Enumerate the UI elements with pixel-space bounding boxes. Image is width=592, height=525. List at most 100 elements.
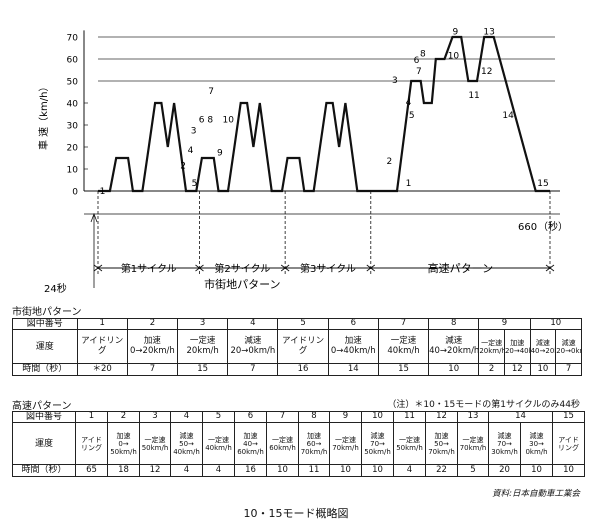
segment-label: 4 [406,98,412,108]
arrow-head [370,264,376,272]
highway-pattern-table: 図中番号 1 2 3 4 5 6 7 8 9 10 11 12 13 14 15 運度 アイド リング 加速 0→ 50… [12,410,586,477]
cycle-label-3: 第3サイクル [300,262,356,275]
cell-time: 16 [277,363,329,376]
cell-mode: 加速 0→40km/h [327,329,379,365]
cell-number: 3 [139,410,171,424]
arrow-head [97,264,103,272]
cell-number: 15 [552,410,586,424]
table-row-time: 時間（秒） ＊20 7 15 7 16 14 15 10 2 12 10 7 [12,363,582,376]
cell-mode: 減速 70→ 30km/h [488,422,521,466]
y-tick-label: 70 [67,34,79,44]
table-row-number: 図中番号 1 2 3 4 5 6 7 8 9 10 [12,317,583,331]
cell-time: 7 [126,363,179,376]
cell-time: 15 [377,363,430,376]
y-tick-label: 20 [67,144,79,154]
cell-mode: 一定速 20km/h [177,329,229,365]
cell-number: 6 [327,317,379,331]
cell-number: 8 [428,317,480,331]
cell-mode: アイドリング [552,422,586,466]
urban-pattern-table: 図中番号 1 2 3 4 5 6 7 8 9 10 運度 アイドリング 加速 0→20km/h 一定速 20k… [12,317,583,376]
segment-label: 9 [217,148,223,158]
cell-number: 12 [425,410,458,424]
arrow-head [284,264,290,272]
cell-mode: アイドリング [75,422,108,466]
cell-time: 10 [266,464,299,477]
segment-label: 15 [537,179,548,189]
cell-number: 3 [177,317,229,331]
segment-label: 6 [199,115,205,125]
row-header: 図中番号 [12,410,76,424]
cell-mode: 一定速 50km/h [139,422,171,466]
cell-mode: 一定速 60km/h [266,422,299,466]
segment-label: 14 [502,111,514,121]
speed-profile-line [98,35,550,193]
cell-time: 20 [488,464,521,477]
x-start-label: 24秒 [44,282,67,295]
table-row-mode: 運度 アイドリング 加速 0→20km/h 一定速 20km/h 減速 20→0km/h アイド… [12,329,582,365]
cell-time: 4 [170,464,203,477]
cell-mode: 一定速 40km/h [377,329,430,365]
cell-number: 9 [329,410,362,424]
segment-label: 12 [481,67,492,77]
cell-time: 7 [555,363,582,376]
segment-label: 7 [416,67,422,77]
cell-time: 14 [327,363,379,376]
arrow-head [549,264,555,272]
cell-time: 7 [227,363,279,376]
cell-number: 2 [126,317,179,331]
cell-mode: 加速 40→ 60km/h [234,422,267,466]
cell-number: 13 [457,410,489,424]
highway-pattern-label: 高速パターン [428,261,493,275]
row-header: 時間（秒） [12,464,76,477]
cell-time: 4 [202,464,235,477]
cell-time: 22 [425,464,458,477]
row-header: 運度 [12,422,76,466]
cell-mode: 減速 70→ 50km/h [361,422,394,466]
cell-mode: 加速 0→ 50km/h [107,422,140,466]
y-tick-label: 60 [67,56,79,66]
segment-label: 11 [468,91,479,101]
cell-mode: 一定速 50km/h [393,422,426,466]
cell-time: ＊20 [76,363,128,376]
cell-mode: アイドリング [277,329,329,365]
cell-mode: 加速 60→ 70km/h [298,422,330,466]
cell-time: 65 [75,464,108,477]
cycle-label-2: 第2サイクル [214,262,270,275]
cell-time: 10 [329,464,362,477]
cell-time: 15 [177,363,229,376]
cell-mode: 減速 50→ 40km/h [170,422,203,466]
segment-label: 5 [192,179,198,189]
cell-time: 16 [234,464,267,477]
cell-time: 4 [393,464,426,477]
cell-number: 9 [478,317,531,331]
cell-number: 7 [377,317,430,331]
start-arrow [90,212,98,223]
chart-gridlines [84,36,555,170]
cell-mode: アイドリング [76,329,128,365]
segment-label: 9 [452,27,458,37]
cell-number: 10 [361,410,394,424]
urban-pattern-label: 市街地パターン [204,277,280,291]
row-header: 運度 [12,329,78,365]
cell-time: 11 [298,464,330,477]
cycle-label-1: 第1サイクル [121,262,177,275]
cell-number: 5 [277,317,329,331]
cell-time: 12 [503,363,531,376]
footnote: （注）＊10・15モードの第1サイクルのみ44秒 [387,400,580,410]
cell-time: 10 [529,363,557,376]
row-header: 図中番号 [12,317,78,331]
segment-label: 2 [386,157,392,167]
cell-number: 10 [529,317,583,331]
segment-label: 8 [420,49,426,59]
cell-number: 11 [393,410,426,424]
cell-time: 10 [552,464,586,477]
urban-table-title: 市街地パターン [12,307,82,318]
cell-time: 10 [519,464,554,477]
segment-label: 1 [100,187,106,197]
cell-mode: 減速 30→ 0km/h [519,422,554,466]
cell-mode: 加速 50→ 70km/h [425,422,458,466]
y-tick-labels: 0 10 20 30 40 50 60 70 [67,34,79,198]
